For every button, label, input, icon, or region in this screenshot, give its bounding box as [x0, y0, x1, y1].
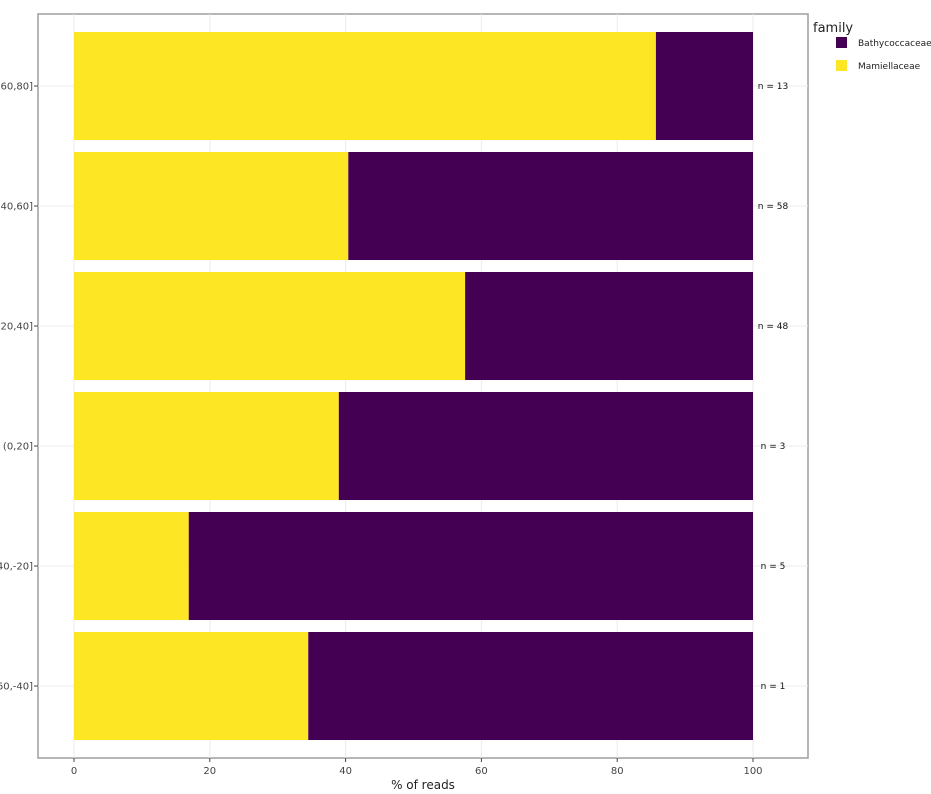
x-tick-label: 20 [203, 766, 216, 777]
bar-mamiellaceae [74, 272, 466, 380]
n-annotation: n = 1 [761, 682, 786, 692]
bar-bathycoccaceae [348, 152, 753, 260]
x-tick-label: 100 [743, 766, 762, 777]
legend-label: Mamiellaceae [858, 62, 921, 72]
legend-swatch [836, 60, 847, 71]
bar-bathycoccaceae [338, 392, 753, 500]
bar-bathycoccaceae [655, 32, 753, 140]
y-tick-label: (60,80] [0, 82, 33, 93]
y-tick-label: (-60,-40] [0, 682, 33, 693]
bar-mamiellaceae [74, 632, 309, 740]
n-annotation: n = 5 [761, 562, 786, 572]
y-tick-label: (40,60] [0, 202, 33, 213]
legend-swatch [836, 37, 847, 48]
n-annotation: n = 58 [758, 202, 789, 212]
bar-bathycoccaceae [465, 272, 753, 380]
x-axis-label: % of reads [391, 778, 455, 792]
y-tick-label: (20,40] [0, 322, 33, 333]
x-tick-label: 80 [611, 766, 624, 777]
legend-title: family [813, 21, 853, 36]
n-annotation: n = 13 [758, 82, 788, 92]
n-annotation: n = 48 [758, 322, 789, 332]
bar-bathycoccaceae [188, 512, 754, 620]
legend-label: Bathycoccaceae [858, 39, 931, 49]
y-tick-label: (0,20] [3, 442, 33, 453]
bar-bathycoccaceae [308, 632, 753, 740]
bar-mamiellaceae [74, 152, 349, 260]
x-tick-label: 40 [339, 766, 352, 777]
x-tick-label: 0 [71, 766, 77, 777]
x-tick-label: 60 [475, 766, 488, 777]
bar-mamiellaceae [74, 512, 189, 620]
n-annotation: n = 3 [761, 442, 786, 452]
y-tick-label: (-40,-20] [0, 562, 33, 573]
bar-mamiellaceae [74, 392, 339, 500]
bar-mamiellaceae [74, 32, 656, 140]
